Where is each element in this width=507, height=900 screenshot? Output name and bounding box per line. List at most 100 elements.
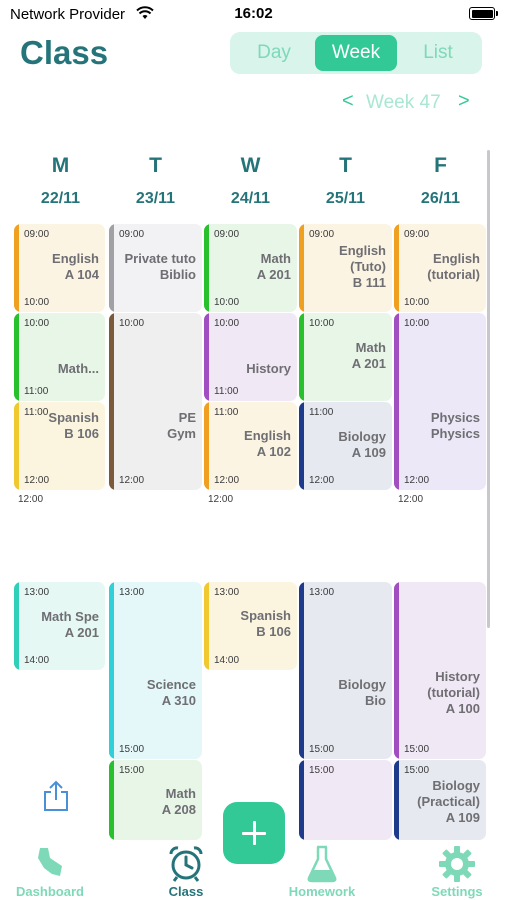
class-block-pe[interactable]: 10:00 PE Gym 12:00 [109, 313, 202, 490]
color-bar [299, 313, 304, 401]
end-time: 12:00 [24, 475, 50, 486]
class-block-biology[interactable]: 13:00 Biology Bio 15:00 [299, 582, 392, 759]
class-room: A 104 [64, 267, 99, 282]
day-date: 24/11 [230, 190, 271, 207]
prev-week-button[interactable]: < [342, 90, 354, 112]
class-info: Physics Physics [431, 410, 480, 442]
color-bar [394, 224, 399, 312]
class-info: Math Spe A 201 [41, 609, 99, 641]
class-block-history-tutorial[interactable]: History (tutorial) A 100 15:00 [394, 582, 486, 759]
battery-icon [469, 7, 498, 20]
tab-settings[interactable]: Settings [407, 842, 507, 900]
class-block-untitled[interactable]: 15:00 [299, 760, 392, 840]
gear-icon [439, 846, 475, 882]
segment-list[interactable]: List [423, 42, 453, 63]
start-time: 09:00 [119, 229, 145, 240]
class-block-private-tuto[interactable]: 09:00 Private tuto Biblio [109, 224, 202, 312]
day-date: 23/11 [135, 190, 176, 207]
class-block-spanish[interactable]: 11:00 Spanish B 106 12:00 [14, 402, 105, 490]
color-bar [299, 224, 304, 312]
class-name: Math Spe [41, 609, 99, 624]
class-name: Math [165, 786, 196, 801]
class-block-math[interactable]: 10:00 Math... 11:00 [14, 313, 105, 401]
class-room: A 102 [256, 444, 291, 459]
tab-dashboard[interactable]: Dashboard [0, 842, 100, 900]
segment-day[interactable]: Day [257, 42, 291, 63]
start-time: 09:00 [404, 229, 430, 240]
next-week-button[interactable]: > [458, 90, 470, 112]
start-time: 13:00 [214, 587, 240, 598]
tab-label: Dashboard [16, 884, 84, 899]
class-room: Bio [365, 693, 386, 708]
color-bar [204, 582, 209, 670]
color-bar [109, 313, 114, 490]
tab-class[interactable]: Class [136, 842, 236, 900]
class-info: Science A 310 [147, 677, 196, 709]
class-name: Spanish [48, 410, 99, 425]
class-block-history[interactable]: 10:00 History 11:00 [204, 313, 297, 401]
day-letter: T [339, 154, 352, 177]
end-time: 10:00 [24, 297, 50, 308]
start-time: 10:00 [119, 318, 145, 329]
class-block-science[interactable]: 13:00 Science A 310 15:00 [109, 582, 202, 759]
class-info: History [246, 361, 291, 377]
class-block-math[interactable]: 15:00 Math A 208 [109, 760, 202, 840]
segment-week[interactable]: Week [315, 35, 397, 71]
scrollbar[interactable] [487, 150, 490, 628]
class-block-math[interactable]: 09:00 Math A 201 10:00 [204, 224, 297, 312]
color-bar [14, 582, 19, 670]
class-room: Biblio [159, 267, 196, 282]
day-header-thursday: T 25/11 [298, 154, 393, 208]
share-icon[interactable] [42, 780, 70, 812]
class-info: Biology A 109 [338, 429, 386, 461]
color-bar [14, 313, 19, 401]
class-room: A 201 [256, 267, 291, 282]
class-name: Private tuto [124, 251, 196, 266]
class-name: Biology [338, 677, 386, 692]
end-time: 14:00 [214, 655, 240, 666]
class-room: B 111 [352, 275, 386, 290]
status-bar: Network Provider 16:02 [0, 0, 507, 28]
color-bar [109, 582, 114, 759]
class-block-physics[interactable]: 10:00 Physics Physics 12:00 [394, 313, 486, 490]
class-block-biology-practical[interactable]: 15:00 Biology (Practical) A 109 [394, 760, 486, 840]
day-header-monday: M 22/11 [13, 154, 108, 208]
start-time: 11:00 [214, 407, 239, 418]
class-block-english[interactable]: 09:00 English A 104 10:00 [14, 224, 105, 312]
class-block-math[interactable]: 10:00 Math A 201 [299, 313, 392, 401]
wifi-icon [136, 6, 154, 19]
color-bar [394, 313, 399, 490]
start-time: 10:00 [309, 318, 335, 329]
gap-time-label: 12:00 [398, 494, 424, 505]
class-info: Private tuto Biblio [124, 251, 196, 283]
add-class-button[interactable] [223, 802, 285, 864]
start-time: 11:00 [24, 407, 49, 418]
class-name: Biology [338, 429, 386, 444]
end-time: 11:00 [214, 386, 239, 397]
color-bar [204, 224, 209, 312]
tab-homework[interactable]: Homework [272, 842, 372, 900]
class-info: English A 104 [52, 251, 99, 283]
class-room: A 201 [64, 625, 99, 640]
day-header-friday: F 26/11 [393, 154, 488, 208]
class-name: Math [260, 251, 291, 266]
class-name: English [433, 251, 480, 266]
start-time: 15:00 [119, 765, 145, 776]
class-name: Math [355, 340, 386, 355]
tab-label: Homework [288, 884, 356, 899]
class-room: A 310 [161, 693, 196, 708]
color-bar [204, 402, 209, 490]
class-info: Biology Bio [338, 677, 386, 709]
class-block-english-tuto[interactable]: 09:00 English (Tuto) B 111 [299, 224, 392, 312]
class-block-english[interactable]: 11:00 English A 102 12:00 [204, 402, 297, 490]
class-block-spanish[interactable]: 13:00 Spanish B 106 14:00 [204, 582, 297, 670]
class-block-biology[interactable]: 11:00 Biology A 109 12:00 [299, 402, 392, 490]
class-block-english-tutorial[interactable]: 09:00 English (tutorial) 10:00 [394, 224, 486, 312]
class-info: History (tutorial) A 100 [427, 669, 480, 717]
class-block-math-spe[interactable]: 13:00 Math Spe A 201 14:00 [14, 582, 105, 670]
class-room: B 106 [256, 624, 291, 639]
carrier-label: Network Provider [10, 6, 126, 23]
class-name: Physics [430, 410, 480, 425]
start-time: 09:00 [24, 229, 50, 240]
view-segmented-control: Day Week List [230, 32, 482, 74]
